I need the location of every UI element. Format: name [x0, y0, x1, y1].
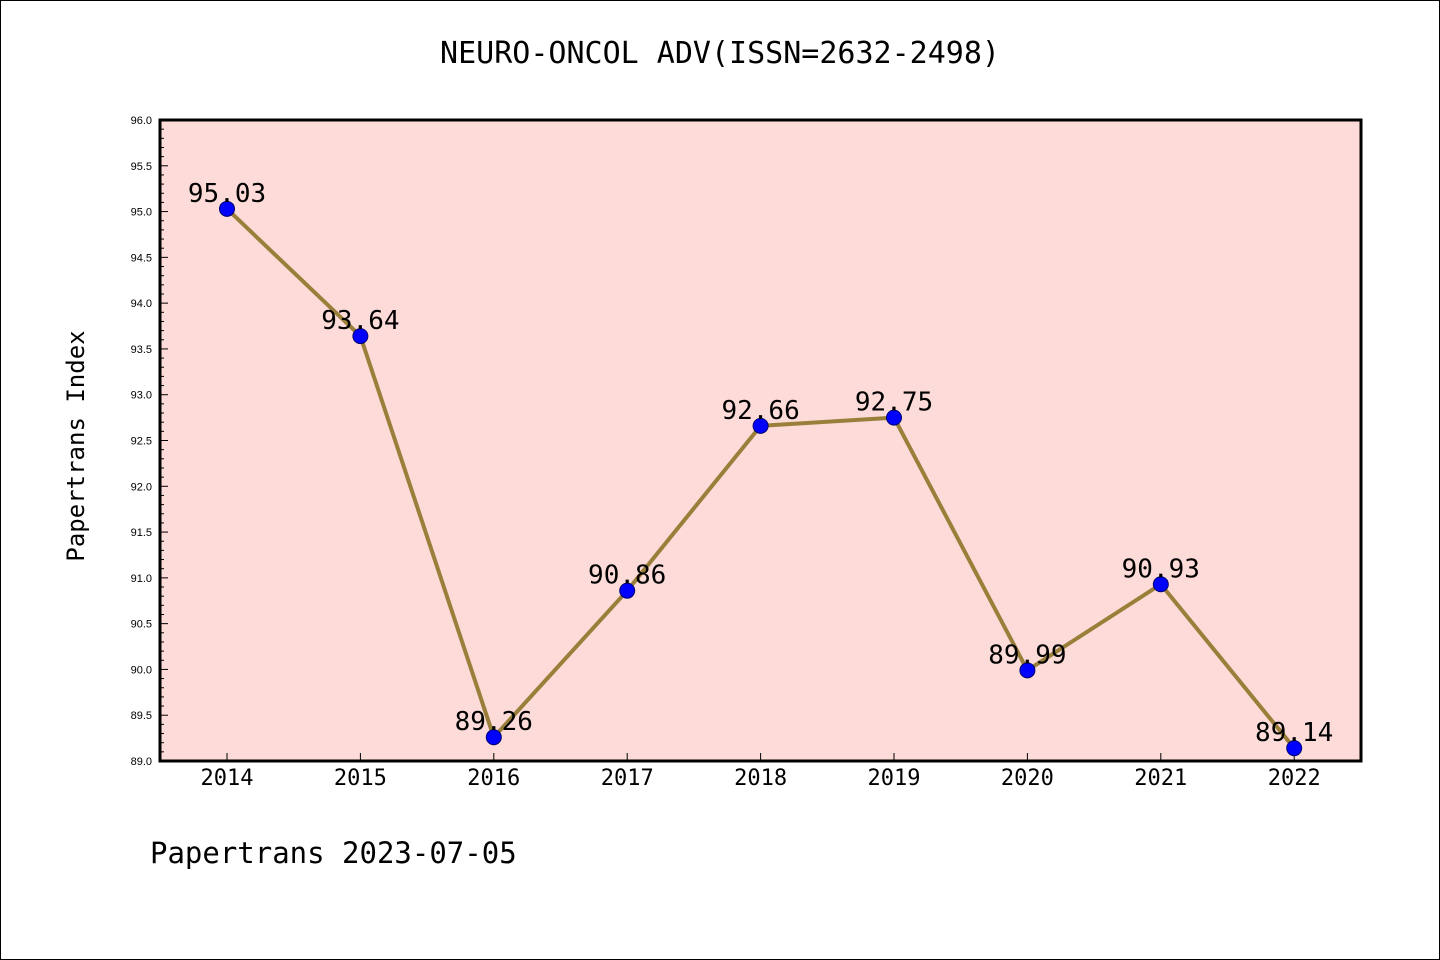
data-label: 92.75 — [855, 388, 933, 418]
y-tick-label: 93.5 — [131, 344, 152, 356]
y-tick-label: 90.5 — [131, 619, 152, 631]
data-point — [1019, 662, 1036, 679]
y-tick-label: 95.0 — [131, 207, 152, 219]
plot-background — [160, 120, 1361, 761]
data-label: 92.66 — [721, 396, 799, 426]
y-tick-label: 89.5 — [131, 710, 152, 722]
y-tick-label: 91.5 — [131, 527, 152, 539]
data-label: 93.64 — [321, 306, 399, 336]
data-point — [219, 200, 235, 217]
y-tick-label: 92.0 — [131, 481, 152, 493]
y-tick-label: 93.0 — [131, 390, 152, 402]
data-label: 95.03 — [188, 179, 266, 209]
y-tick-label: 94.5 — [131, 252, 152, 264]
plot-border — [158, 118, 1363, 763]
x-tick-label: 2017 — [601, 766, 654, 791]
data-label: 89.14 — [1255, 718, 1333, 748]
x-tick-label: 2016 — [467, 766, 520, 791]
x-tick-label: 2015 — [334, 766, 387, 791]
x-tick-label: 2014 — [201, 766, 254, 791]
y-tick-label: 91.0 — [131, 573, 152, 585]
chart-title: NEURO-ONCOL ADV(ISSN=2632-2498) — [440, 36, 1000, 71]
data-point — [752, 417, 769, 434]
y-tick-label: 92.5 — [131, 436, 152, 448]
y-tick-label: 94.0 — [131, 298, 152, 310]
data-point — [886, 409, 902, 426]
x-tick-label: 2022 — [1268, 766, 1321, 791]
data-label: 89.99 — [988, 640, 1066, 670]
data-point — [1286, 740, 1303, 757]
data-point — [485, 729, 502, 746]
data-point — [352, 328, 369, 345]
y-tick-label: 95.5 — [131, 161, 152, 173]
y-tick-label: 89.0 — [131, 756, 152, 768]
x-tick-label: 2020 — [1001, 766, 1054, 791]
data-point — [619, 582, 636, 599]
x-tick-label: 2018 — [734, 766, 787, 791]
data-label: 89.26 — [455, 707, 533, 737]
data-label: 90.93 — [1122, 554, 1200, 584]
data-label: 90.86 — [588, 561, 666, 591]
footer-stamp: Papertrans 2023-07-05 — [150, 836, 517, 870]
y-tick-label: 96.0 — [131, 115, 152, 127]
data-point — [1152, 576, 1169, 593]
x-tick-label: 2019 — [868, 766, 921, 791]
y-tick-label: 90.0 — [131, 664, 152, 676]
x-tick-label: 2021 — [1134, 766, 1187, 791]
